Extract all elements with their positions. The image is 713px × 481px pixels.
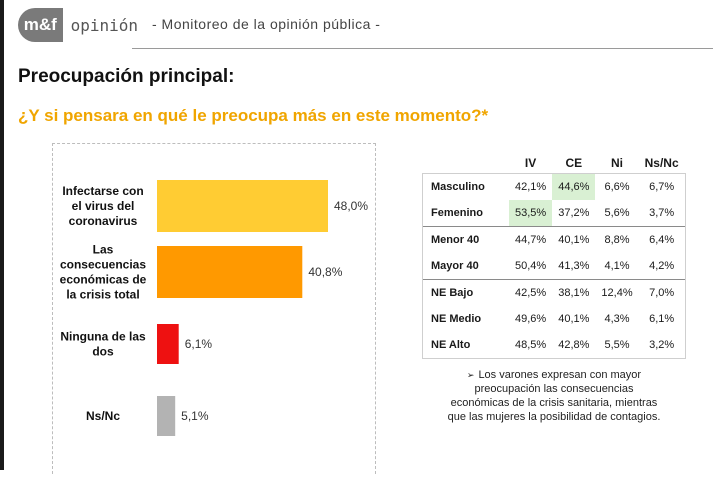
- table-row-label: Masculino: [431, 181, 485, 193]
- table-header-corner: [423, 152, 509, 174]
- table-row: NE Medio 49,6% 40,1% 4,3% 6,1%: [423, 306, 685, 332]
- table-header-row: IV CE Ni Ns/Nc: [423, 152, 685, 174]
- category-label: Las consecuencias económicas de la crisis t…: [60, 243, 147, 302]
- table-cell: 42,5%: [509, 279, 553, 306]
- table-cell: 40,1%: [552, 226, 596, 253]
- bar-value-label: 40,8%: [308, 265, 342, 279]
- bar-2: [157, 324, 179, 364]
- header-subtitle: - Monitoreo de la opinión pública -: [152, 16, 381, 32]
- category-label: Ns/Nc: [86, 409, 120, 423]
- crosstab-table: IV CE Ni Ns/Nc Masculino 42,1% 44,6% 6,6% 6,7% F…: [423, 152, 685, 358]
- table-cell: 49,6%: [515, 313, 547, 325]
- bar-0: [157, 180, 328, 232]
- table-cell: 6,7%: [649, 181, 675, 193]
- left-border-rule: [0, 0, 4, 470]
- bar-chart-panel: 48,0% Infectarse con el virus del coronavir…: [52, 143, 376, 474]
- insight-note: ➢ Los varones expresan con mayor preocupa…: [444, 368, 664, 424]
- bar-value-label: 5,1%: [181, 409, 209, 423]
- table-row: Femenino 53,5% 37,2% 5,6% 3,7%: [423, 200, 685, 227]
- table-cell: 53,5%: [509, 200, 553, 227]
- table-cell: 3,2%: [649, 339, 675, 351]
- table-cell: 6,6%: [604, 181, 630, 193]
- bar-1: [157, 246, 303, 298]
- table-cell: 48,5%: [515, 339, 547, 351]
- table-row-label: NE Alto: [431, 339, 471, 351]
- table-row: Mayor 40 50,4% 41,3% 4,1% 4,2%: [423, 253, 685, 280]
- table-row: Masculino 42,1% 44,6% 6,6% 6,7%: [423, 174, 685, 200]
- bar-value-label: 48,0%: [334, 199, 368, 213]
- survey-question: ¿Y si pensara en qué le preocupa más en …: [18, 106, 489, 125]
- table-cell: 40,1%: [558, 313, 590, 325]
- logo-mark: m&f: [18, 8, 63, 42]
- category-label: Infectarse con el virus del coronavirus: [62, 184, 143, 228]
- bar-chart: 48,0% Infectarse con el virus del coronavir…: [60, 180, 368, 436]
- table-cell: 6,1%: [649, 313, 675, 325]
- table-cell: 6,4%: [638, 226, 685, 253]
- table-cell: 44,7%: [509, 226, 553, 253]
- table-cell: 44,6%: [552, 174, 596, 200]
- table-cell: 4,1%: [604, 260, 630, 272]
- table-cell: 5,5%: [604, 339, 630, 351]
- brand-logo: m&f opinión: [18, 8, 138, 42]
- table-cell: 42,1%: [515, 181, 547, 193]
- table-row-label: Femenino: [431, 207, 483, 219]
- table-cell: 5,6%: [604, 207, 630, 219]
- bar-value-label: 6,1%: [185, 337, 213, 351]
- table-cell: 7,0%: [638, 279, 685, 306]
- header-divider: [132, 48, 713, 49]
- table-cell: 50,4%: [515, 260, 547, 272]
- table-row: NE Bajo 42,5% 38,1% 12,4% 7,0%: [423, 279, 685, 306]
- category-label: Ninguna de las dos: [60, 330, 146, 359]
- table-cell: 12,4%: [595, 279, 639, 306]
- table-cell: 4,3%: [604, 313, 630, 325]
- table-row: Menor 40 44,7% 40,1% 8,8% 6,4%: [423, 226, 685, 253]
- table-cell: 8,8%: [595, 226, 639, 253]
- table-row-label: NE Bajo: [423, 279, 509, 306]
- table-cell: 38,1%: [552, 279, 596, 306]
- table-row: NE Alto 48,5% 42,8% 5,5% 3,2%: [423, 332, 685, 358]
- table-header-cell: Ni: [611, 156, 623, 170]
- table-row-label: Mayor 40: [431, 260, 479, 272]
- table-cell: 42,8%: [558, 339, 590, 351]
- page-title: Preocupación principal:: [18, 66, 235, 87]
- table-header-cell: Ns/Nc: [644, 156, 679, 170]
- table-cell: 4,2%: [649, 260, 675, 272]
- header: m&f opinión - Monitoreo de la opinión pú…: [14, 6, 713, 49]
- table-row-label: Menor 40: [423, 226, 509, 253]
- insight-note-text: Los varones expresan con mayor preocupac…: [447, 369, 661, 423]
- bar-3: [157, 396, 176, 436]
- table-cell: 41,3%: [558, 260, 590, 272]
- table-header-cell: CE: [565, 156, 583, 170]
- table-header-cell: IV: [524, 156, 537, 170]
- table-cell: 37,2%: [558, 207, 590, 219]
- arrow-bullet-icon: ➢: [466, 370, 475, 380]
- logo-word: opinión: [70, 15, 138, 35]
- table-row-label: NE Medio: [431, 313, 482, 325]
- table-cell: 3,7%: [649, 207, 675, 219]
